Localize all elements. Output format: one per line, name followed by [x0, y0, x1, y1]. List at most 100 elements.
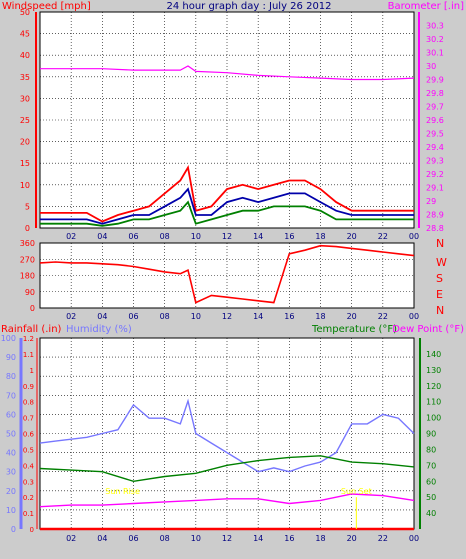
rain-tick-label: 0 [30, 526, 34, 534]
humidity-tick-label: 10 [6, 506, 16, 515]
x-tick-label: 10 [191, 232, 201, 241]
chart-title: 24 hour graph day : July 26 2012 [166, 1, 331, 12]
x-tick-label: 18 [315, 232, 325, 241]
x-tick-label: 16 [284, 232, 294, 241]
rain-tick-label: 0.1 [23, 510, 34, 518]
series-layer: Sun Rise Sun Set [39, 65, 415, 531]
temperature-tick-label: 100 [426, 414, 441, 423]
rain-axis-label: Rainfall (.in) [1, 324, 62, 335]
humidity-tick-label: 60 [6, 410, 16, 419]
x-tick-label: 10 [191, 312, 201, 321]
x-tick-label: 02 [66, 534, 76, 543]
rain-tick-label: 0.5 [23, 446, 34, 454]
wind-tick-label: 30 [20, 94, 30, 103]
x-tick-label: 08 [160, 232, 170, 241]
humidity-tick-label: 70 [6, 391, 16, 400]
wind-tick-label: 50 [20, 8, 30, 17]
temperature-line [39, 455, 415, 483]
rain-tick-label: 0.2 [23, 494, 34, 502]
rain-tick-label: 1.2 [23, 335, 34, 343]
rain-tick-label: 0.9 [23, 383, 34, 391]
x-tick-label: 18 [315, 312, 325, 321]
x-tick-label: 20 [347, 232, 357, 241]
x-tick-label: 18 [315, 534, 325, 543]
direction-tick-label: 270 [20, 255, 35, 264]
barometer-axis-label: Barometer [.in] [388, 1, 464, 12]
barometer-tick-label: 30 [426, 62, 436, 71]
x-tick-label: 00 [409, 232, 419, 241]
humidity-tick-label: 100 [1, 334, 16, 343]
x-tick-label: 12 [222, 232, 232, 241]
x-tick-label: 12 [222, 534, 232, 543]
direction-tick-label: 0 [30, 304, 35, 313]
temperature-tick-label: 140 [426, 350, 441, 359]
humidity-line [39, 398, 415, 473]
x-tick-label: 04 [97, 232, 107, 241]
sunrise-label: Sun Rise [105, 487, 140, 496]
grid-layer [40, 11, 415, 530]
barometer-tick-label: 29.2 [426, 170, 444, 179]
compass-label: N [436, 304, 444, 317]
temperature-tick-label: 70 [426, 461, 436, 470]
barometer-tick-label: 29.3 [426, 157, 444, 166]
x-tick-label: 16 [284, 534, 294, 543]
x-tick-label: 10 [191, 534, 201, 543]
humidity-axis-label: Humidity (%) [66, 324, 132, 335]
x-tick-label: 06 [128, 534, 138, 543]
barometer-tick-label: 30.3 [426, 22, 444, 31]
humidity-tick-label: 50 [6, 430, 16, 439]
compass-label: W [436, 256, 447, 269]
direction-tick-label: 90 [25, 288, 35, 297]
barometer-tick-label: 29.6 [426, 116, 444, 125]
temperature-tick-label: 80 [426, 445, 436, 454]
compass-label: S [436, 272, 443, 285]
x-tick-label: 00 [409, 534, 419, 543]
rain-tick-label: 0.7 [23, 415, 34, 423]
wind-tick-label: 40 [20, 51, 30, 60]
x-tick-label: 06 [128, 312, 138, 321]
sunset-label: Sun Set [341, 487, 372, 496]
x-tick-label: 20 [347, 534, 357, 543]
x-tick-label: 22 [378, 232, 388, 241]
compass-label: N [436, 237, 444, 250]
temperature-tick-label: 110 [426, 398, 441, 407]
temperature-tick-label: 60 [426, 477, 436, 486]
rain-tick-label: 0.6 [23, 431, 35, 439]
wind-average-line [40, 187, 414, 225]
temperature-axis-label: Temperature (°F) [311, 324, 397, 335]
humidity-tick-label: 0 [11, 525, 16, 534]
x-tick-label: 08 [160, 312, 170, 321]
x-tick-label: 04 [97, 534, 107, 543]
temperature-tick-label: 50 [426, 493, 436, 502]
humidity-tick-label: 90 [6, 353, 16, 362]
x-tick-label: 20 [347, 312, 357, 321]
barometer-tick-label: 29.9 [426, 76, 444, 85]
temperature-tick-label: 120 [426, 382, 441, 391]
x-tick-label: 06 [128, 232, 138, 241]
x-tick-label: 14 [253, 232, 263, 241]
rain-tick-label: 0.8 [23, 399, 34, 407]
barometer-line [40, 65, 415, 81]
barometer-tick-label: 29 [426, 197, 436, 206]
barometer-tick-label: 30.1 [426, 49, 444, 58]
rain-tick-label: 0.3 [23, 478, 34, 486]
temperature-tick-label: 130 [426, 366, 441, 375]
wind-tick-label: 35 [20, 73, 30, 82]
x-tick-label: 08 [160, 534, 170, 543]
barometer-tick-label: 29.1 [426, 184, 444, 193]
wind-tick-label: 10 [20, 181, 30, 190]
direction-tick-label: 360 [20, 239, 35, 248]
barometer-tick-label: 29.7 [426, 103, 444, 112]
barometer-tick-label: 28.8 [426, 224, 444, 233]
barometer-tick-label: 28.9 [426, 211, 444, 220]
x-tick-label: 22 [378, 534, 388, 543]
wind-tick-label: 25 [20, 116, 30, 125]
rain-tick-label: 0.4 [23, 462, 35, 470]
barometer-tick-label: 29.5 [426, 130, 444, 139]
wind-tick-label: 20 [20, 138, 30, 147]
wind-tick-label: 0 [25, 224, 30, 233]
wind-axis-label: Windspeed [mph] [2, 1, 91, 12]
x-tick-label: 12 [222, 312, 232, 321]
x-tick-label: 14 [253, 312, 263, 321]
x-tick-label: 22 [378, 312, 388, 321]
